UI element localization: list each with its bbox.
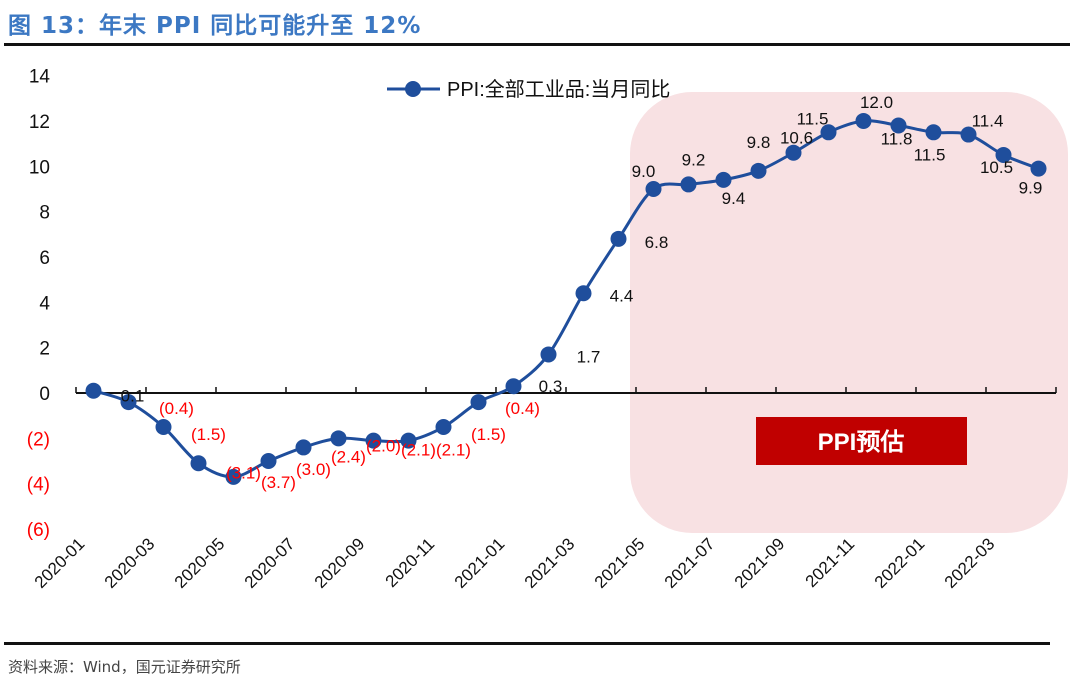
data-label: 9.2 [682, 150, 706, 169]
data-point-marker [1030, 160, 1047, 177]
y-tick-label: 4 [39, 293, 50, 314]
data-point-marker [435, 419, 452, 436]
y-tick-label: 0 [39, 384, 50, 405]
legend: PPI:全部工业品:当月同比 [387, 78, 670, 101]
data-point-marker [890, 117, 907, 134]
data-label-layer: 0.1(0.4)(1.5)(3.1)(3.7)(3.0)(2.4)(2.0) (2… [121, 93, 1043, 492]
data-label: 9.4 [722, 189, 746, 208]
data-label: (2.4) [331, 447, 366, 466]
data-label: 9.0 [632, 162, 656, 181]
top-rule [4, 43, 1070, 46]
x-tick-label: 2022-01 [871, 534, 929, 592]
legend-label: PPI:全部工业品:当月同比 [447, 78, 670, 101]
series-marker-layer [85, 112, 1047, 485]
y-tick-label: 10 [29, 157, 50, 178]
data-point-marker [365, 432, 382, 449]
data-label: 0.3 [539, 377, 563, 396]
data-label: (3.1) [226, 463, 261, 482]
y-axis-labels: 14 12 10 8 6 4 2 0 (2) (4) (6) [27, 67, 51, 541]
y-tick-label: 14 [29, 67, 51, 88]
x-tick-label: 2022-03 [941, 534, 999, 592]
data-point-marker [750, 162, 767, 179]
data-point-marker [85, 382, 102, 399]
x-tick-label: 2021-07 [661, 534, 719, 592]
data-label: (2.0) [366, 436, 401, 455]
data-label: (3.0) [296, 460, 331, 479]
figure-title: 图 13：年末 PPI 同比可能升至 12% [8, 13, 422, 39]
data-point-marker [645, 180, 662, 197]
data-point-marker [575, 285, 592, 302]
data-point-marker [680, 176, 697, 193]
data-point-marker [960, 126, 977, 143]
data-point-marker [820, 124, 837, 141]
data-label: (0.4) [159, 399, 194, 418]
data-point-marker [925, 124, 942, 141]
x-tick-label: 2020-05 [171, 534, 229, 592]
data-label: (3.7) [261, 473, 296, 492]
data-label: 10.6 [780, 129, 813, 148]
data-label: 4.4 [610, 286, 634, 305]
data-label: 11.5 [797, 109, 829, 128]
y-tick-label: 8 [39, 203, 50, 224]
forecast-badge: PPI预估 [756, 417, 967, 465]
data-point-marker [715, 171, 732, 188]
x-tick-label: 2020-07 [241, 534, 299, 592]
source-note: 资料来源：Wind，国元证券研究所 [8, 658, 241, 676]
forecast-badge-label: PPI预估 [818, 429, 905, 456]
data-label: 9.8 [747, 133, 771, 152]
x-tick-label: 2020-01 [31, 534, 89, 592]
x-axis-labels: 2020-01 2020-03 2020-05 2020-07 2020-09 2020-… [31, 534, 999, 592]
y-tick-label: (2) [27, 429, 50, 450]
data-label: 11.5 [914, 145, 946, 164]
series-line-ppi [93, 119, 1040, 479]
data-label: 12.0 [860, 93, 893, 112]
data-label: 11.4 [972, 112, 1004, 131]
data-label: (2.1) [436, 441, 471, 460]
forecast-badge-box [756, 417, 967, 465]
legend-marker-swatch [405, 81, 421, 97]
data-label: (0.4) [505, 399, 540, 418]
data-label: 6.8 [645, 233, 669, 252]
data-label: 10.5 [980, 158, 1013, 177]
data-label: (2.1) [401, 441, 436, 460]
data-point-marker [610, 230, 627, 247]
data-point-marker [470, 394, 487, 411]
data-point-marker [260, 453, 277, 470]
data-label: 1.7 [577, 347, 601, 366]
data-label: (1.5) [471, 425, 506, 444]
data-point-marker [155, 419, 172, 436]
x-tick-label: 2020-03 [101, 534, 159, 592]
x-tick-label: 2021-11 [802, 534, 859, 591]
data-point-marker [225, 468, 242, 485]
series-line-layer [93, 119, 1040, 479]
y-tick-label: 6 [39, 248, 50, 269]
y-tick-label: 12 [29, 112, 50, 133]
data-point-marker [190, 455, 207, 472]
data-point-marker [400, 432, 417, 449]
x-tick-label: 2020-09 [311, 534, 369, 592]
data-label: 11.8 [881, 129, 913, 148]
x-axis [75, 387, 1057, 394]
data-point-marker [120, 394, 137, 411]
x-tick-label: 2021-03 [521, 534, 579, 592]
data-point-marker [505, 378, 522, 395]
y-tick-label: 2 [39, 339, 50, 360]
data-point-marker [540, 346, 557, 363]
x-tick-label: 2021-09 [731, 534, 789, 592]
data-label: (1.5) [191, 425, 226, 444]
data-label: 9.9 [1019, 179, 1043, 198]
x-tick-label: 2020-11 [382, 534, 439, 591]
data-point-marker [330, 430, 347, 447]
data-point-marker [995, 146, 1012, 163]
data-point-marker [295, 439, 312, 456]
y-tick-label: (6) [27, 520, 50, 541]
x-tick-label: 2021-05 [591, 534, 649, 592]
x-tick-label: 2021-01 [451, 534, 509, 592]
data-point-marker [855, 112, 872, 129]
bottom-rule [4, 642, 1050, 645]
data-label: 0.1 [121, 387, 145, 406]
y-tick-label: (4) [27, 475, 50, 496]
data-point-marker [785, 144, 802, 161]
